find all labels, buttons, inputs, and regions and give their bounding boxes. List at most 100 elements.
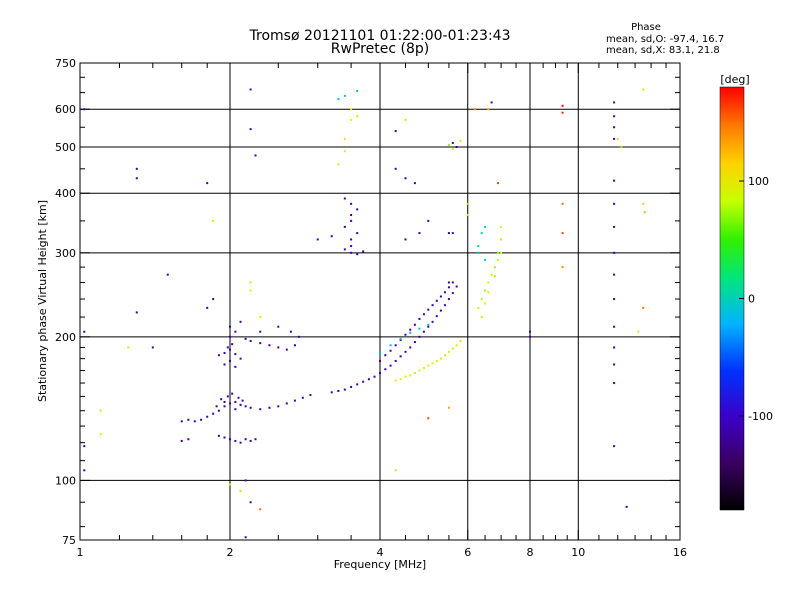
data-point bbox=[350, 385, 353, 388]
data-point bbox=[613, 202, 616, 205]
data-point bbox=[493, 266, 496, 269]
data-point bbox=[389, 344, 392, 347]
data-point bbox=[356, 253, 359, 256]
colorbar-tick-label: -100 bbox=[748, 410, 773, 423]
data-point bbox=[215, 405, 218, 408]
data-point bbox=[613, 137, 616, 140]
data-point bbox=[613, 273, 616, 276]
data-point bbox=[249, 289, 252, 292]
data-point bbox=[220, 398, 223, 401]
data-point bbox=[447, 281, 450, 284]
y-tick-label: 100 bbox=[55, 474, 76, 487]
data-point bbox=[496, 182, 499, 185]
data-point bbox=[427, 325, 430, 328]
data-point bbox=[297, 335, 300, 338]
data-point bbox=[643, 211, 646, 214]
data-point bbox=[187, 418, 190, 421]
data-point bbox=[455, 344, 458, 347]
data-point bbox=[480, 232, 483, 235]
data-point bbox=[561, 104, 564, 107]
data-point bbox=[394, 469, 397, 472]
data-point bbox=[217, 434, 220, 437]
data-point bbox=[620, 145, 623, 148]
data-point bbox=[529, 335, 531, 338]
data-point bbox=[451, 281, 454, 284]
data-point bbox=[226, 395, 229, 398]
data-point bbox=[212, 219, 215, 222]
data-point bbox=[637, 330, 640, 333]
data-point bbox=[473, 108, 476, 111]
x-tick-label: 2 bbox=[227, 546, 234, 559]
data-point bbox=[234, 401, 237, 404]
data-point bbox=[135, 167, 138, 170]
data-point bbox=[249, 501, 252, 504]
data-point bbox=[435, 315, 438, 318]
data-point bbox=[259, 508, 262, 511]
data-point bbox=[422, 313, 425, 316]
data-point bbox=[439, 295, 442, 298]
data-point bbox=[404, 375, 407, 378]
data-point bbox=[83, 445, 86, 448]
data-point bbox=[234, 439, 237, 442]
data-point bbox=[249, 128, 252, 131]
data-point bbox=[384, 368, 387, 371]
data-point bbox=[350, 238, 353, 241]
x-tick-label: 6 bbox=[464, 546, 471, 559]
data-point bbox=[422, 367, 425, 370]
data-point bbox=[277, 346, 280, 349]
data-point bbox=[484, 302, 487, 305]
data-point bbox=[500, 251, 503, 254]
chart-title: Tromsø 20121101 01:22:00-01:23:43 bbox=[249, 28, 511, 44]
y-tick-label: 750 bbox=[55, 57, 76, 70]
data-point bbox=[343, 197, 346, 200]
data-point bbox=[480, 316, 483, 319]
data-point bbox=[431, 320, 434, 323]
data-point bbox=[239, 357, 242, 360]
data-point bbox=[249, 406, 252, 409]
data-point bbox=[343, 248, 346, 251]
x-tick-label: 16 bbox=[673, 546, 687, 559]
data-point bbox=[244, 536, 247, 539]
data-point bbox=[427, 364, 430, 367]
data-point bbox=[337, 163, 340, 166]
data-point bbox=[431, 362, 434, 365]
data-point bbox=[379, 351, 381, 354]
data-point bbox=[200, 418, 203, 421]
data-point bbox=[394, 379, 397, 382]
data-point bbox=[399, 337, 402, 340]
data-point bbox=[330, 235, 333, 238]
data-point bbox=[231, 392, 234, 395]
data-point bbox=[447, 286, 450, 289]
data-point bbox=[642, 88, 645, 91]
data-point bbox=[487, 281, 490, 284]
y-tick-labels: 75 100 200 300 400 500 600 750 bbox=[55, 57, 76, 547]
data-point bbox=[409, 331, 412, 334]
data-point bbox=[427, 308, 430, 311]
data-point bbox=[422, 330, 425, 333]
data-point bbox=[451, 148, 454, 151]
data-point bbox=[229, 438, 231, 441]
data-point bbox=[404, 333, 407, 336]
data-point bbox=[285, 402, 288, 405]
data-point bbox=[350, 219, 353, 222]
data-point bbox=[447, 143, 450, 146]
data-point bbox=[356, 90, 359, 93]
colorbar-tick-label: 0 bbox=[748, 293, 755, 306]
data-point bbox=[343, 94, 346, 97]
data-point bbox=[244, 337, 247, 340]
data-point bbox=[289, 330, 292, 333]
data-points bbox=[83, 88, 646, 539]
data-point bbox=[466, 214, 469, 217]
data-point bbox=[226, 346, 229, 349]
data-point bbox=[413, 341, 416, 344]
data-point bbox=[613, 101, 616, 104]
data-point bbox=[206, 415, 209, 418]
data-point bbox=[223, 363, 226, 366]
data-point bbox=[293, 344, 296, 347]
x-tick-label: 10 bbox=[571, 546, 585, 559]
x-tick-labels: 1 2 4 6 8 10 16 bbox=[77, 546, 688, 559]
y-tick-label: 500 bbox=[55, 141, 76, 154]
data-point bbox=[642, 202, 645, 205]
data-point bbox=[443, 304, 446, 307]
data-point bbox=[451, 232, 454, 235]
